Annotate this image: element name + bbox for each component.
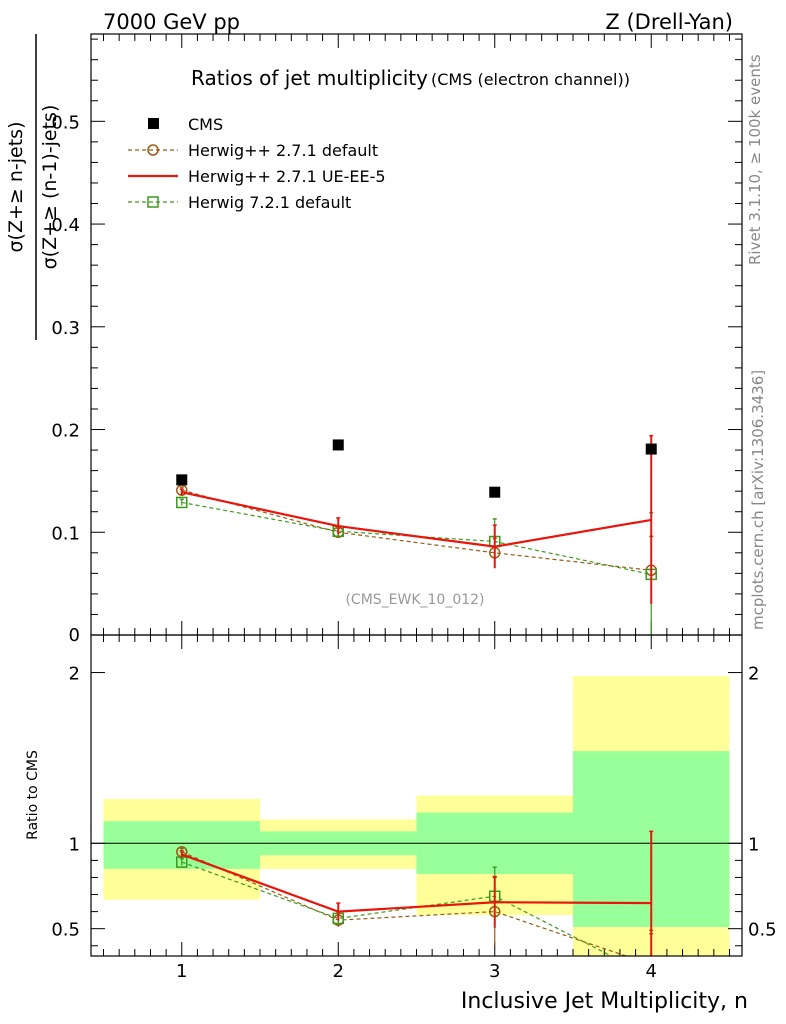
x-axis-label: Inclusive Jet Multiplicity, n bbox=[461, 989, 748, 1014]
ratio-y-tick-label-right: 2 bbox=[748, 664, 759, 685]
data-point bbox=[645, 443, 657, 455]
y-axis-label-denominator: σ(Z+≥ (n-1)-jets) bbox=[39, 105, 61, 270]
analysis-watermark: (CMS_EWK_10_012) bbox=[345, 592, 484, 608]
legend-marker-herwig7-default bbox=[147, 196, 159, 208]
ratio-y-tick-label: 0.5 bbox=[51, 920, 80, 941]
ratio-y-tick-label-right: 1 bbox=[748, 834, 759, 855]
ratio-series-1 bbox=[179, 830, 654, 956]
ratio-series-group bbox=[176, 830, 654, 956]
main-y-tick-label: 0.3 bbox=[51, 318, 80, 339]
main-y-ticks: 0.1 0.2 0.3 0.4 0.5 bbox=[51, 34, 742, 635]
ratio-y-tick-label-right: 0.5 bbox=[748, 920, 777, 941]
data-point bbox=[176, 496, 188, 509]
ratio-y-axis-label: Ratio to CMS bbox=[25, 750, 41, 840]
ratio-panel: 0.5 0.5 1 1 2 2 1 2 3 4 Ratio to CMS Inclusive Je… bbox=[25, 634, 777, 1014]
x-tick-label: 3 bbox=[489, 961, 500, 982]
ratio-y-tick-label: 1 bbox=[69, 834, 80, 855]
series-2 bbox=[179, 434, 654, 605]
x-tick-label: 1 bbox=[176, 961, 187, 982]
data-point bbox=[176, 474, 188, 486]
legend-label-herwigpp-ue-ee-5: Herwig++ 2.7.1 UE-EE-5 bbox=[188, 167, 386, 186]
legend-label-herwigpp-default: Herwig++ 2.7.1 default bbox=[188, 141, 378, 160]
data-point bbox=[489, 486, 501, 498]
main-plot-area bbox=[176, 434, 657, 635]
main-y-tick-label: 0.5 bbox=[51, 112, 80, 133]
ratio-series-line bbox=[181, 851, 628, 956]
ratio-series-line bbox=[181, 853, 652, 913]
y-axis-label-numerator: σ(Z+≥ n-jets) bbox=[5, 122, 27, 253]
x-tick-label: 4 bbox=[646, 961, 657, 982]
series-line bbox=[181, 489, 652, 571]
main-y-tick-label: 0.1 bbox=[51, 523, 80, 544]
ratio-bands bbox=[91, 675, 742, 956]
series-line bbox=[181, 501, 652, 575]
ratio-panel-frame bbox=[90, 634, 743, 957]
legend-marker-cms bbox=[148, 118, 159, 129]
x-tick-label: 2 bbox=[333, 961, 344, 982]
data-point bbox=[332, 439, 344, 451]
series-3 bbox=[176, 496, 657, 635]
rivet-label: Rivet 3.1.10, ≥ 100k events bbox=[746, 54, 764, 265]
main-y-tick-label-zero: 0 bbox=[69, 625, 80, 646]
main-title: Ratios of jet multiplicity bbox=[191, 66, 428, 90]
legend-label-cms: CMS bbox=[188, 115, 223, 134]
series-1 bbox=[176, 484, 657, 605]
main-y-tick-label: 0.2 bbox=[51, 421, 80, 442]
ratio-y-tick-label: 2 bbox=[69, 664, 80, 685]
main-y-tick-label: 0.4 bbox=[51, 215, 80, 236]
mcplots-label: mcplots.cern.ch [arXiv:1306.3436] bbox=[749, 370, 767, 630]
series-line bbox=[181, 491, 652, 548]
legend: CMS Herwig++ 2.7.1 default Herwig++ 2.7.… bbox=[128, 115, 386, 212]
header-right: Z (Drell-Yan) bbox=[605, 10, 733, 34]
legend-marker-herwigpp-default bbox=[147, 144, 159, 156]
legend-label-herwig7-default: Herwig 7.2.1 default bbox=[188, 193, 351, 212]
ratio-plot-area bbox=[176, 830, 654, 956]
series-0 bbox=[176, 439, 657, 498]
main-subtitle: (CMS (electron channel)) bbox=[431, 70, 630, 89]
main-panel: Ratios of jet multiplicity (CMS (electro… bbox=[5, 33, 743, 646]
header-left: 7000 GeV pp bbox=[103, 10, 240, 34]
